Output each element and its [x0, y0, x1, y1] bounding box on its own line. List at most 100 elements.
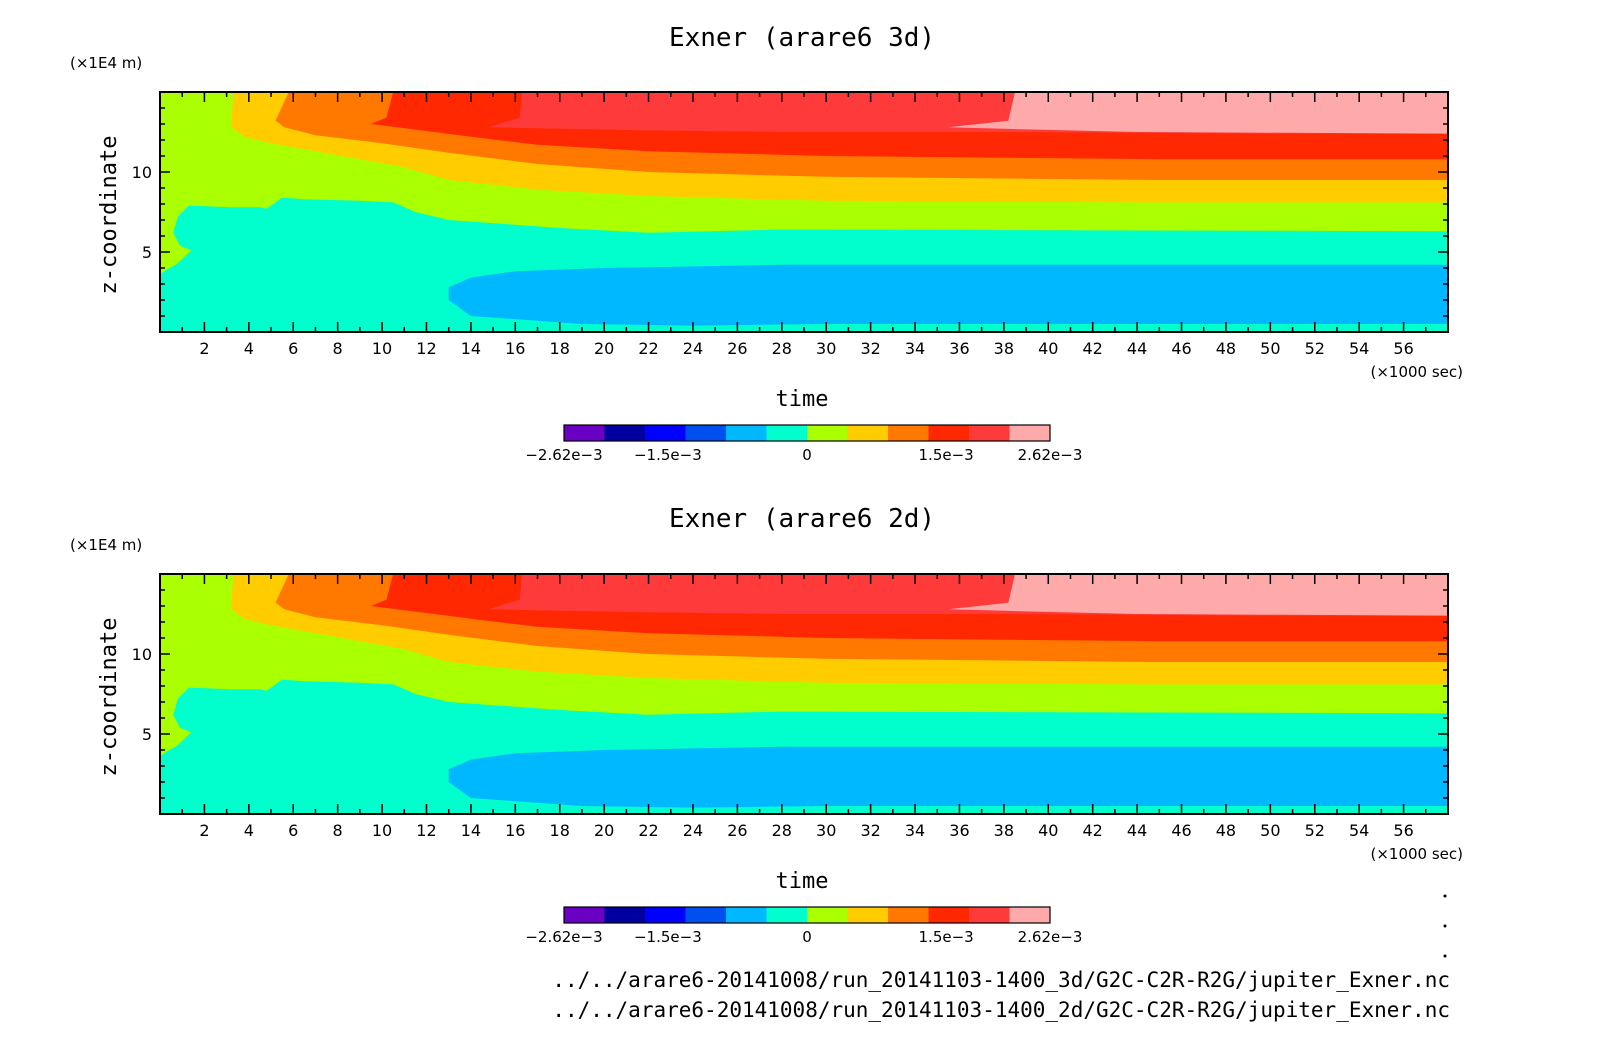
x-tick-label: 12	[416, 339, 436, 358]
contour-band-level-4	[448, 264, 1448, 326]
y-tick-label: 10	[132, 645, 152, 664]
colorbar-label: 0	[802, 446, 812, 464]
colorbar-swatch	[1009, 425, 1051, 441]
x-tick-label: 36	[949, 339, 969, 358]
colorbar-frame	[563, 424, 1051, 442]
colorbar-label: 0	[802, 928, 812, 946]
chart-title-2d: Exner (arare6 2d)	[669, 504, 935, 534]
x-tick-label: 2	[199, 339, 209, 358]
colorbar-label: 1.5e−3	[919, 928, 974, 946]
colorbar-swatch	[726, 907, 767, 923]
colorbar-swatch	[1009, 907, 1051, 923]
x-tick-label: 10	[372, 339, 392, 358]
colorbar-swatch	[685, 425, 727, 441]
y-axis-label-3d: z-coordinate	[97, 136, 122, 295]
x-tick-label: 24	[683, 821, 703, 840]
x-tick-label: 6	[288, 821, 298, 840]
y-tick-label: 5	[142, 243, 152, 262]
x-axis-label-2d: time	[776, 869, 829, 894]
y-axis-label-2d: z-coordinate	[97, 618, 122, 777]
contour-plot-0: 2 4 6 8 10 12 14 16 18 20 22 24 26 28 30 32 34 36 38 40 42 44…	[132, 91, 1449, 464]
x-tick-label: 32	[860, 821, 880, 840]
colorbar-swatch	[847, 425, 889, 441]
x-tick-label: 14	[461, 821, 481, 840]
x-tick-label: 42	[1083, 821, 1103, 840]
file-path-2d: ../../arare6-20141008/run_20141103-1400_…	[552, 998, 1450, 1022]
contour-plot-1: 2 4 6 8 10 12 14 16 18 20 22 24 26 28 30 32 34 36 38 40 42 44…	[132, 573, 1449, 946]
x-tick-label: 30	[816, 821, 836, 840]
colorbar-swatch	[807, 425, 848, 441]
colorbar-label: −1.5e−3	[634, 446, 702, 464]
x-tick-label: 10	[372, 821, 392, 840]
x-tick-label: 38	[994, 339, 1014, 358]
contour-band-level-6	[244, 654, 311, 678]
contour-area	[160, 92, 1448, 332]
contour-area	[160, 574, 1448, 814]
x-tick-label: 42	[1083, 339, 1103, 358]
colorbar-swatch	[766, 425, 808, 441]
x-tick-label: 26	[727, 821, 747, 840]
colorbar-swatch	[766, 907, 808, 923]
x-tick-label: 6	[288, 339, 298, 358]
y-tick-label: 5	[142, 725, 152, 744]
x-tick-label: 22	[638, 339, 658, 358]
x-tick-label: 38	[994, 821, 1014, 840]
x-unit-label-2d: (×1000 sec)	[1370, 845, 1463, 863]
x-tick-label: 36	[949, 821, 969, 840]
x-tick-label: 4	[244, 821, 254, 840]
contour-band-level-4	[448, 746, 1448, 808]
x-tick-label: 50	[1260, 821, 1280, 840]
y-tick-label: 10	[132, 163, 152, 182]
x-tick-label: 18	[550, 821, 570, 840]
x-tick-label: 52	[1305, 339, 1325, 358]
colorbar-swatch	[726, 425, 767, 441]
colorbar-swatch	[685, 907, 727, 923]
x-tick-label: 34	[905, 339, 925, 358]
margin-dot	[1443, 954, 1447, 958]
x-tick-label: 52	[1305, 821, 1325, 840]
x-tick-label: 12	[416, 821, 436, 840]
colorbar-label: −1.5e−3	[634, 928, 702, 946]
colorbar-swatch	[564, 907, 605, 923]
colorbar-swatch	[604, 425, 646, 441]
colorbar-swatch	[888, 425, 929, 441]
x-tick-label: 22	[638, 821, 658, 840]
colorbar-swatch	[969, 907, 1010, 923]
x-unit-label-3d: (×1000 sec)	[1370, 363, 1463, 381]
chart-title-3d: Exner (arare6 3d)	[669, 23, 935, 53]
x-tick-label: 50	[1260, 339, 1280, 358]
colorbar-label: 1.5e−3	[919, 446, 974, 464]
x-tick-label: 48	[1216, 821, 1236, 840]
x-tick-label: 20	[594, 339, 614, 358]
x-tick-label: 54	[1349, 339, 1369, 358]
x-tick-label: 44	[1127, 821, 1147, 840]
colorbar-swatch	[969, 425, 1010, 441]
x-tick-label: 40	[1038, 821, 1058, 840]
x-tick-label: 14	[461, 339, 481, 358]
y-unit-label-3d: (×1E4 m)	[70, 54, 142, 72]
contour-band-level-6	[244, 172, 311, 196]
colorbar-label: −2.62e−3	[525, 928, 602, 946]
x-tick-label: 34	[905, 821, 925, 840]
colorbar-frame	[563, 906, 1051, 924]
x-tick-label: 2	[199, 821, 209, 840]
x-tick-label: 28	[772, 821, 792, 840]
x-tick-label: 16	[505, 339, 525, 358]
margin-dot	[1443, 924, 1447, 928]
colorbar-swatch	[928, 425, 970, 441]
contour-band-level-11	[948, 574, 1448, 616]
colorbar-label: 2.62e−3	[1018, 928, 1083, 946]
x-tick-label: 40	[1038, 339, 1058, 358]
x-tick-label: 54	[1349, 821, 1369, 840]
x-tick-label: 24	[683, 339, 703, 358]
x-tick-label: 8	[333, 821, 343, 840]
colorbar-swatch	[645, 907, 686, 923]
x-tick-label: 4	[244, 339, 254, 358]
x-tick-label: 56	[1393, 821, 1413, 840]
x-tick-label: 32	[860, 339, 880, 358]
margin-dot	[1443, 894, 1447, 898]
x-tick-label: 16	[505, 821, 525, 840]
colorbar: −2.62e−3 −1.5e−3 0 1.5e−3 2.62e−3	[525, 424, 1082, 464]
y-unit-label-2d: (×1E4 m)	[70, 536, 142, 554]
